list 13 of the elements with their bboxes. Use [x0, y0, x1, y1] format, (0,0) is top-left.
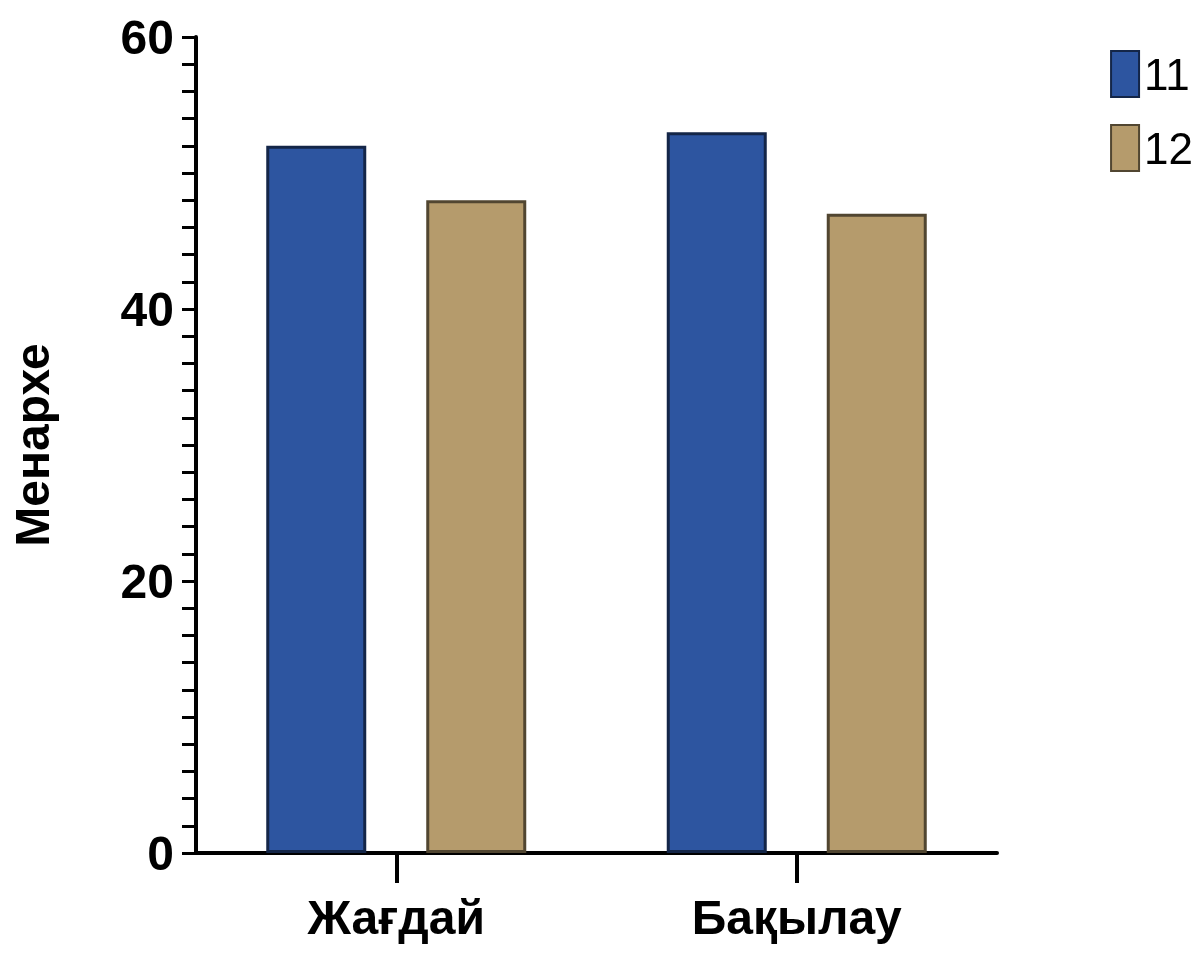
bar	[826, 213, 927, 853]
y-tick-label: 40	[120, 282, 174, 336]
bar	[426, 200, 527, 853]
x-tick-label: Бақылау	[691, 890, 903, 944]
x-tick-label: Жағдай	[306, 890, 485, 944]
y-axis-title: Менархе	[5, 343, 59, 547]
legend-label: 11	[1144, 49, 1190, 99]
bar	[666, 132, 767, 853]
y-tick-label: 0	[147, 826, 174, 880]
y-tick-label: 60	[120, 10, 174, 64]
bar	[266, 145, 367, 853]
y-tick-label: 20	[120, 554, 174, 608]
legend-label: 12	[1144, 123, 1194, 173]
